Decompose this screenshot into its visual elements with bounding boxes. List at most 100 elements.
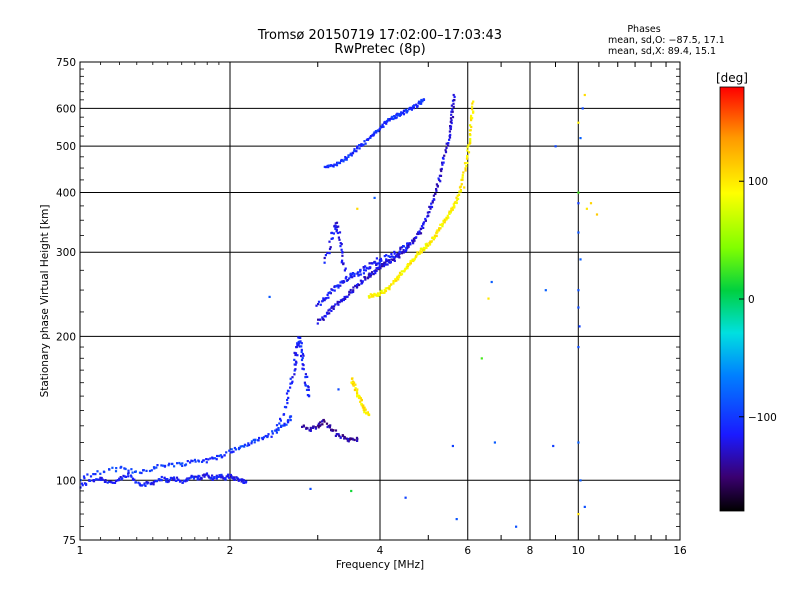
data-point <box>203 475 206 478</box>
data-point <box>407 244 410 247</box>
data-point <box>585 207 588 210</box>
data-point <box>343 436 346 439</box>
data-point <box>353 274 356 278</box>
data-point <box>441 163 444 166</box>
data-point <box>285 392 289 395</box>
data-point <box>356 388 359 391</box>
data-points <box>79 93 599 528</box>
data-point <box>466 149 469 152</box>
data-point <box>227 476 231 479</box>
data-point <box>396 112 399 115</box>
data-point <box>124 467 127 471</box>
data-point <box>422 222 425 225</box>
data-point <box>258 436 261 440</box>
data-point <box>335 226 338 229</box>
y-tick-label: 75 <box>63 535 76 547</box>
data-point <box>589 202 593 205</box>
data-point <box>323 298 326 301</box>
data-point <box>421 100 424 103</box>
data-point <box>324 254 327 257</box>
data-point <box>115 479 118 482</box>
data-point <box>271 432 274 435</box>
data-point <box>164 478 167 481</box>
data-point <box>375 257 378 260</box>
data-point <box>172 476 176 479</box>
data-point <box>425 246 428 249</box>
data-point <box>344 277 347 280</box>
data-point <box>353 438 356 442</box>
data-point <box>338 301 341 304</box>
data-point <box>577 346 580 349</box>
data-point <box>254 438 257 442</box>
data-point <box>120 465 123 468</box>
data-point <box>453 204 456 207</box>
data-point <box>579 479 582 482</box>
data-point <box>420 227 423 231</box>
data-point <box>298 336 301 339</box>
data-point <box>148 469 152 473</box>
data-point <box>371 294 374 297</box>
data-point <box>167 480 170 483</box>
data-point <box>205 461 208 464</box>
data-point <box>321 423 324 426</box>
data-point <box>420 100 423 104</box>
data-point <box>373 270 376 273</box>
data-point <box>472 110 475 113</box>
data-point <box>314 426 317 429</box>
data-point <box>334 225 337 228</box>
data-point <box>413 237 416 240</box>
data-point <box>380 265 384 268</box>
data-point <box>351 272 355 275</box>
data-point <box>104 480 107 483</box>
data-point <box>368 275 371 278</box>
data-point <box>340 248 343 251</box>
data-point <box>300 342 303 345</box>
data-point <box>189 461 192 464</box>
data-point <box>350 377 354 380</box>
data-point <box>348 277 351 280</box>
data-point <box>450 113 453 116</box>
data-point <box>343 280 346 283</box>
data-point <box>387 261 391 264</box>
data-point <box>291 380 294 383</box>
data-point <box>346 295 349 298</box>
data-point <box>399 251 402 254</box>
data-point <box>321 299 325 302</box>
data-point <box>296 342 299 345</box>
data-point <box>286 420 289 423</box>
data-point <box>250 440 253 443</box>
data-point <box>339 284 342 287</box>
data-point <box>152 466 156 469</box>
data-point <box>583 93 586 97</box>
data-point <box>168 462 171 465</box>
data-point <box>423 246 426 249</box>
data-point <box>309 426 312 429</box>
data-point <box>177 478 180 481</box>
data-point <box>337 225 340 228</box>
data-point <box>337 388 340 391</box>
data-point <box>228 449 231 452</box>
legend-line-x: mean, sd,X: 89.4, 15.1 <box>608 46 716 57</box>
data-point <box>243 443 246 446</box>
data-point <box>386 259 389 263</box>
data-point <box>441 223 444 226</box>
data-point <box>362 404 365 407</box>
data-point <box>352 289 355 292</box>
data-point <box>412 259 415 263</box>
data-point <box>143 482 146 485</box>
data-point <box>134 470 137 473</box>
data-point <box>84 482 88 485</box>
data-point <box>367 295 370 298</box>
data-point <box>353 148 356 151</box>
data-point <box>371 262 374 265</box>
data-point <box>155 466 158 469</box>
data-point <box>375 131 378 134</box>
data-point <box>360 403 363 406</box>
data-point <box>415 103 418 106</box>
data-point <box>451 206 454 209</box>
data-point <box>303 381 306 384</box>
data-point <box>137 481 140 484</box>
data-point <box>379 267 382 270</box>
data-point <box>242 479 245 482</box>
data-point <box>300 358 304 362</box>
